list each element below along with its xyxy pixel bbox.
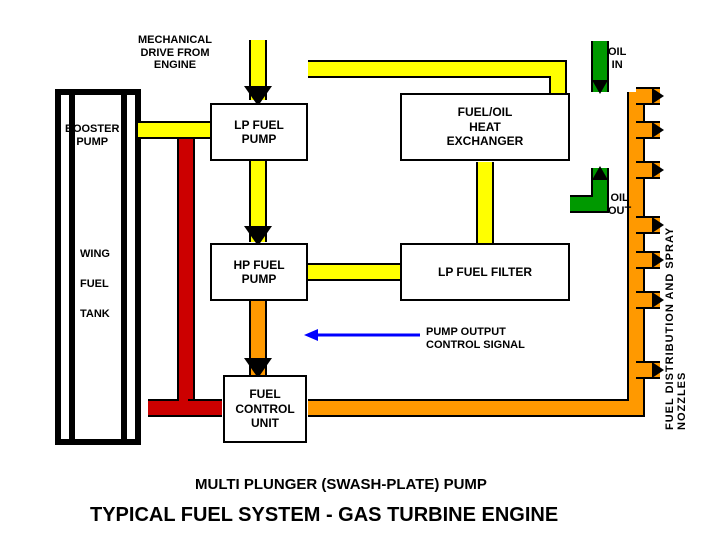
subtitle-text: MULTI PLUNGER (SWASH-PLATE) PUMP	[195, 476, 487, 493]
nozzles-vertical-label: FUEL DISTRIBUTION AND SPRAY NOZZLES	[664, 170, 688, 430]
diagram-canvas	[0, 0, 720, 540]
mechanical-drive-label: MECHANICAL DRIVE FROM ENGINE	[130, 34, 220, 72]
wing-label: WING	[80, 248, 110, 261]
booster-pump-label: BOOSTER PUMP	[65, 123, 119, 148]
tank-label: TANK	[80, 308, 110, 321]
heat-exchanger-box: FUEL/OIL HEAT EXCHANGER	[400, 93, 570, 161]
hp-fuel-pump-box: HP FUEL PUMP	[210, 243, 308, 301]
oil-in-label: OIL IN	[608, 46, 626, 71]
fuel-control-unit-box: FUEL CONTROL UNIT	[223, 375, 307, 443]
lp-fuel-pump-box: LP FUEL PUMP	[210, 103, 308, 161]
pump-output-signal-label: PUMP OUTPUT CONTROL SIGNAL	[426, 326, 525, 351]
title-text: TYPICAL FUEL SYSTEM - GAS TURBINE ENGINE	[90, 504, 558, 527]
fuel-label: FUEL	[80, 278, 109, 291]
lp-fuel-filter-box: LP FUEL FILTER	[400, 243, 570, 301]
oil-out-label: OIL OUT	[608, 192, 631, 217]
